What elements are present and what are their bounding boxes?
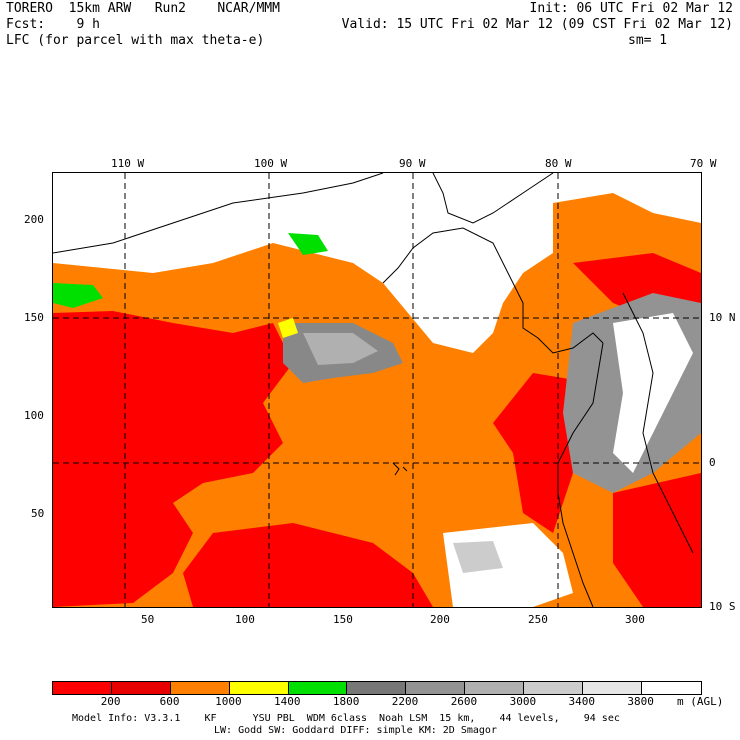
grid-x-label-250: 250 xyxy=(528,613,548,626)
coastline-central-america xyxy=(382,227,604,354)
colorbar-swatch xyxy=(583,682,642,694)
grid-x-label-300: 300 xyxy=(625,613,645,626)
colorbar-tick-label: 600 xyxy=(159,695,180,708)
colorbar-tick-label: 1400 xyxy=(274,695,301,708)
field-red-pacific xyxy=(53,311,293,607)
colorbar-swatch xyxy=(524,682,584,694)
grid-y-label-50: 50 xyxy=(31,507,45,520)
galapagos-islands xyxy=(392,462,408,476)
coastline-gulf xyxy=(432,173,554,224)
smoothing-label: sm= 1 xyxy=(628,33,668,48)
colorbar-swatch xyxy=(465,682,525,694)
lon-label-80w: 80 W xyxy=(545,157,572,170)
colorbar-swatch xyxy=(288,682,348,694)
colorbar-swatch xyxy=(111,682,171,694)
field-white-north xyxy=(53,173,701,353)
field-lightgrey-central xyxy=(303,333,378,365)
lat-label-10s: 10 S xyxy=(709,600,736,613)
model-info: Model Info: V3.3.1 KF YSU PBL WDM 6class… xyxy=(72,713,620,724)
colorbar-tick-label: 2200 xyxy=(391,695,419,708)
lon-label-90w: 90 W xyxy=(399,157,426,170)
colorbar-swatch xyxy=(53,682,112,694)
colorbar xyxy=(52,681,702,695)
forecast-hour: Fcst: 9 h xyxy=(6,17,100,32)
model-title: TORERO 15km ARW Run2 NCAR/MMM xyxy=(6,1,280,16)
field-red-south xyxy=(183,523,433,607)
grid-x-label-100: 100 xyxy=(235,613,255,626)
colorbar-units: m (AGL) xyxy=(677,695,724,708)
colorbar-swatch xyxy=(641,682,701,694)
grid-y-label-150: 150 xyxy=(24,311,44,324)
colorbar-tick-label: 1800 xyxy=(332,695,360,708)
colorbar-swatch xyxy=(406,682,466,694)
lfc-map-svg xyxy=(53,173,701,607)
grid-x-label-150: 150 xyxy=(333,613,353,626)
field-title: LFC (for parcel with max theta-e) xyxy=(6,33,265,48)
field-green-west xyxy=(53,283,103,308)
colorbar-swatch xyxy=(170,682,230,694)
grid-y-label-200: 200 xyxy=(24,213,44,226)
lat-label-10n: 10 N xyxy=(709,311,736,324)
lon-label-100w: 100 W xyxy=(254,157,288,170)
field-yellow-fringe xyxy=(278,318,298,338)
field-white-east xyxy=(613,313,693,473)
init-time: Init: 06 UTC Fri 02 Mar 12 xyxy=(529,1,734,16)
colorbar-tick-label: 3800 xyxy=(627,695,654,708)
coastline-mexico xyxy=(53,173,384,254)
grid-x-label-50: 50 xyxy=(141,613,155,626)
colorbar-swatch xyxy=(347,682,407,694)
lon-label-110w: 110 W xyxy=(111,157,145,170)
colorbar-tick-label: 2600 xyxy=(450,695,478,708)
lfc-map-panel xyxy=(52,172,702,608)
colorbar-tick-label: 3400 xyxy=(568,695,596,708)
graticule xyxy=(53,173,701,607)
colorbar-tick-label: 200 xyxy=(100,695,121,708)
field-lightgrey-south xyxy=(453,541,503,573)
grid-y-label-100: 100 xyxy=(24,409,44,422)
field-red-se xyxy=(613,473,701,607)
colorbar-swatch xyxy=(229,682,289,694)
colorbar-tick-label: 1000 xyxy=(215,695,242,708)
colorbar-tick-label: 3000 xyxy=(509,695,537,708)
lon-label-70w: 70 W xyxy=(690,157,717,170)
physics-info: LW: Godd SW: Goddard DIFF: simple KM: 2D… xyxy=(214,725,497,736)
lat-label-0: 0 xyxy=(709,456,716,469)
valid-time: Valid: 15 UTC Fri 02 Mar 12 (09 CST Fri … xyxy=(341,17,733,32)
field-green-gulf xyxy=(288,233,328,255)
border-andes xyxy=(622,292,694,554)
grid-x-label-200: 200 xyxy=(430,613,450,626)
